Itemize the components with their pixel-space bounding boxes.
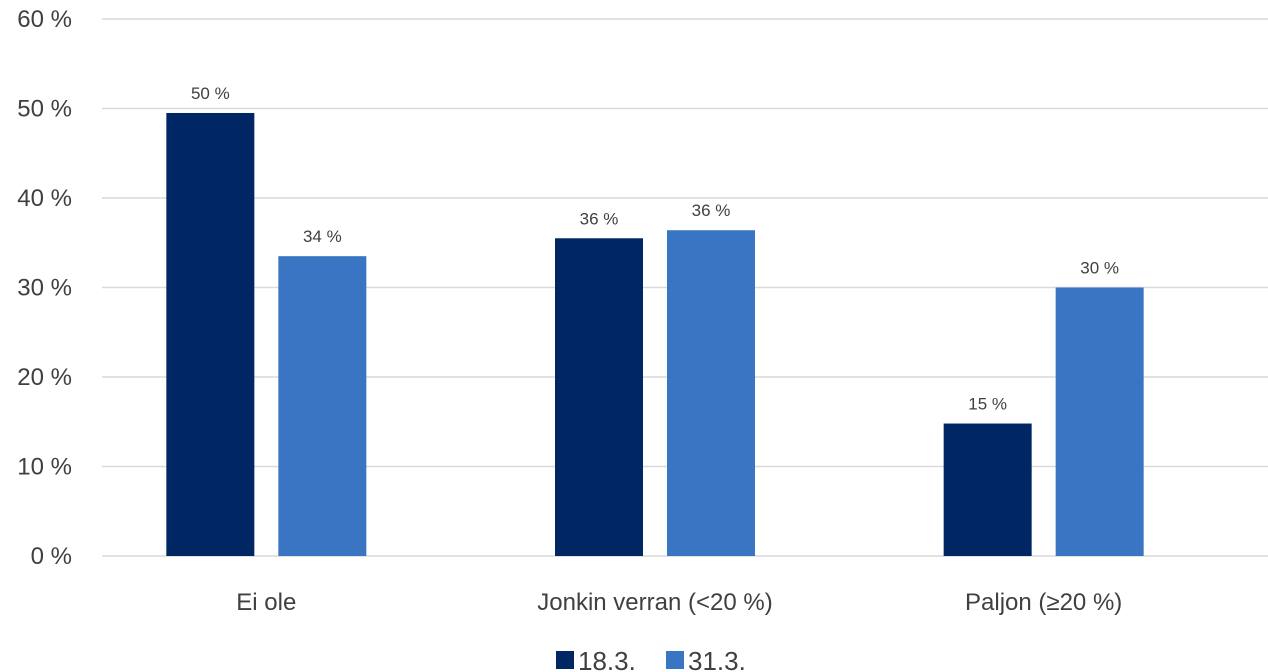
bar-2: [667, 230, 755, 556]
x-axis: Ei ole Jonkin verran (<20 %) Paljon (≥20 %…: [236, 589, 1122, 616]
y-tick-label: 0 %: [31, 543, 72, 570]
legend-swatch: [666, 651, 684, 669]
data-label: 50 %: [191, 84, 230, 103]
bars: [166, 112, 1144, 556]
data-labels: 50 % 34 % 36 % 36 % 15 % 30 %: [191, 84, 1119, 414]
data-label: 36 %: [580, 209, 619, 228]
bar-1: [943, 423, 1032, 556]
y-tick-label: 60 %: [17, 6, 72, 33]
data-label: 30 %: [1080, 259, 1119, 278]
legend-label: 31.3.: [688, 646, 746, 672]
x-category-label: Paljon (≥20 %): [965, 589, 1122, 616]
data-label: 15 %: [968, 395, 1007, 414]
y-tick-label: 20 %: [17, 364, 72, 391]
bar-2: [278, 256, 367, 556]
bar-1: [555, 238, 643, 556]
x-category-label: Jonkin verran (<20 %): [537, 589, 772, 616]
data-label: 34 %: [303, 227, 342, 246]
legend: 18.3. 31.3.: [556, 646, 746, 672]
y-tick-label: 50 %: [17, 96, 72, 123]
bar-1: [166, 112, 255, 556]
bar-2: [1055, 287, 1144, 556]
y-axis: 0 % 10 % 20 % 30 % 40 % 50 % 60 %: [17, 6, 72, 570]
legend-swatch: [556, 651, 574, 669]
y-tick-label: 30 %: [17, 275, 72, 302]
data-label: 36 %: [692, 201, 731, 220]
y-tick-label: 40 %: [17, 185, 72, 212]
x-category-label: Ei ole: [236, 589, 296, 616]
y-tick-label: 10 %: [17, 454, 72, 481]
legend-label: 18.3.: [578, 646, 636, 672]
